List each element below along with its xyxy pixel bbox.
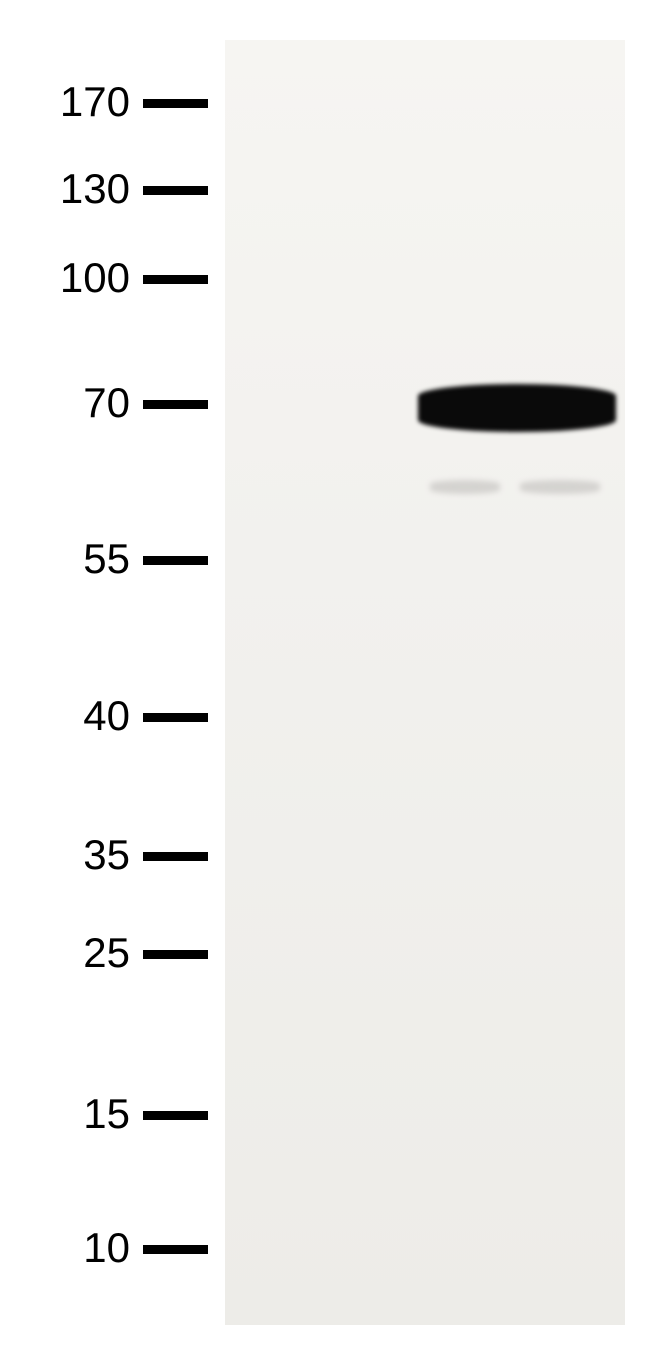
ladder-tick-10 bbox=[143, 1245, 208, 1254]
ladder-label-170: 170 bbox=[60, 78, 130, 126]
ladder-label-40: 40 bbox=[83, 692, 130, 740]
main-band-70kda bbox=[418, 384, 616, 432]
ladder-tick-35 bbox=[143, 852, 208, 861]
ladder-label-15: 15 bbox=[83, 1090, 130, 1138]
faint-band-right-55 bbox=[520, 480, 600, 494]
ladder-tick-70 bbox=[143, 400, 208, 409]
ladder-tick-15 bbox=[143, 1111, 208, 1120]
western-blot-figure: 170 130 100 70 55 40 35 25 15 10 bbox=[0, 0, 650, 1357]
ladder-label-55: 55 bbox=[83, 535, 130, 583]
ladder-label-10: 10 bbox=[83, 1224, 130, 1272]
ladder-tick-25 bbox=[143, 950, 208, 959]
ladder-tick-55 bbox=[143, 556, 208, 565]
blot-membrane bbox=[225, 40, 625, 1325]
ladder-label-100: 100 bbox=[60, 254, 130, 302]
ladder-tick-130 bbox=[143, 186, 208, 195]
ladder-tick-40 bbox=[143, 713, 208, 722]
faint-band-left-55 bbox=[430, 480, 500, 494]
ladder-tick-170 bbox=[143, 99, 208, 108]
ladder-label-35: 35 bbox=[83, 831, 130, 879]
ladder-label-130: 130 bbox=[60, 165, 130, 213]
ladder-label-25: 25 bbox=[83, 929, 130, 977]
ladder-label-70: 70 bbox=[83, 379, 130, 427]
ladder-tick-100 bbox=[143, 275, 208, 284]
